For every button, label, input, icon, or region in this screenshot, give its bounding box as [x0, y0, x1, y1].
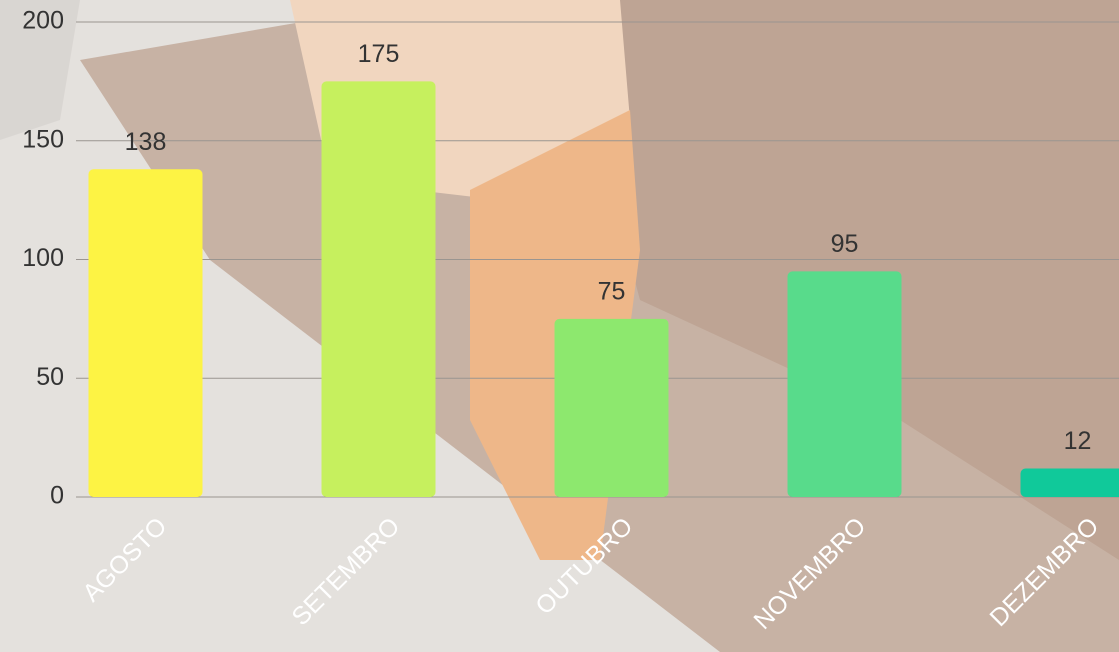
bar [88, 169, 203, 497]
bar [321, 81, 436, 497]
value-label: 175 [358, 40, 400, 68]
bar [554, 318, 669, 497]
bar [1020, 468, 1119, 497]
y-tick-label: 100 [22, 244, 64, 272]
value-label: 138 [125, 128, 167, 156]
y-tick-label: 150 [22, 125, 64, 153]
value-label: 95 [831, 230, 859, 258]
bar [787, 271, 902, 497]
y-tick-label: 50 [36, 363, 64, 391]
y-tick-label: 0 [50, 482, 64, 510]
y-tick-label: 200 [22, 7, 64, 35]
value-label: 75 [598, 277, 626, 305]
value-label: 12 [1064, 427, 1092, 455]
